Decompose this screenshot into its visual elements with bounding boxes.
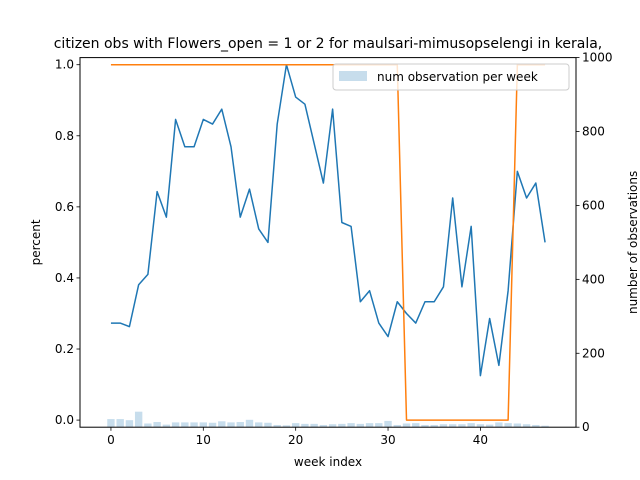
- bar-observations-week-37: [448, 424, 457, 428]
- bar-observations-week-26: [347, 423, 355, 428]
- y-right-tick-label: 800: [582, 125, 605, 139]
- bar-observations-week-41: [485, 424, 494, 428]
- bar-observations-week-20: [291, 423, 300, 428]
- bar-observations-week-32: [402, 423, 411, 428]
- line-series-2: [110, 63, 546, 421]
- bar-observations-week-15: [245, 419, 254, 428]
- y-left-tick-label: 1.0: [55, 58, 74, 72]
- bar-observations-week-5: [153, 422, 161, 428]
- bar-observations-week-4: [144, 423, 152, 428]
- bar-observations-week-2: [125, 420, 134, 428]
- bar-observations-week-10: [199, 422, 208, 428]
- x-tick-label: 20: [288, 433, 303, 447]
- bar-observations-week-36: [439, 424, 448, 428]
- bar-observations-week-33: [412, 423, 420, 428]
- x-axis-label: week index: [294, 455, 362, 469]
- y-left-tick-label: 0.6: [55, 200, 74, 214]
- y-left-tick-label: 0.8: [55, 129, 74, 143]
- y-left-tick-label: 0.4: [55, 271, 74, 285]
- line-series-layer: [110, 63, 546, 421]
- bar-observations-week-35: [430, 424, 438, 428]
- y-axis-right: 0 200 400 600 800 1000: [576, 51, 613, 434]
- y-axis-right-label: number of observations: [626, 171, 640, 314]
- plot-area-frame: [79, 57, 577, 428]
- bar-observations-week-43: [504, 423, 512, 428]
- bar-observations-week-34: [421, 424, 429, 428]
- x-axis: 0 10 20 30 40: [107, 427, 488, 447]
- y-right-tick-label: 1000: [582, 51, 613, 65]
- bar-observations-week-14: [236, 422, 244, 428]
- y-right-tick-label: 0: [582, 420, 590, 434]
- bar-observations-week-17: [264, 422, 272, 428]
- chart-title: citizen obs with Flowers_open = 1 or 2 f…: [54, 36, 603, 52]
- y-right-tick-label: 400: [582, 272, 605, 286]
- legend-frame: [332, 63, 570, 91]
- y-right-tick-label: 600: [582, 198, 605, 212]
- legend: num observation per week: [332, 63, 570, 91]
- bar-observations-week-13: [227, 422, 235, 428]
- bar-observations-week-46: [532, 424, 540, 428]
- bar-observations-week-7: [171, 422, 180, 428]
- y-right-tick-label: 200: [582, 346, 605, 360]
- bar-observations-week-44: [513, 423, 522, 428]
- bar-observations-week-38: [458, 424, 466, 428]
- bar-observations-week-47: [541, 425, 549, 428]
- bar-observations-week-40: [476, 424, 485, 428]
- bar-observations-week-1: [116, 419, 124, 428]
- y-axis-left: 0.0 0.2 0.4 0.6 0.8 1.0: [55, 58, 80, 427]
- bar-observations-week-28: [365, 423, 374, 428]
- y-axis-left-label: percent: [29, 219, 43, 265]
- bar-observations-week-16: [255, 422, 263, 428]
- bar-observations-week-39: [467, 423, 475, 428]
- bar-observations-week-18: [273, 424, 281, 428]
- x-tick-label: 30: [380, 433, 395, 447]
- y-left-tick-label: 0.0: [55, 413, 74, 427]
- legend-swatch: [339, 71, 367, 81]
- y-left-tick-label: 0.2: [55, 342, 74, 356]
- bar-observations-week-24: [328, 424, 337, 428]
- x-tick-label: 10: [196, 433, 211, 447]
- x-tick-label: 0: [107, 433, 115, 447]
- bar-observations-week-31: [393, 424, 401, 428]
- bar-observations-week-21: [301, 423, 309, 428]
- bar-observations-week-22: [310, 423, 318, 428]
- bar-observations-week-30: [384, 420, 392, 428]
- bar-observations-week-19: [282, 425, 291, 428]
- line-series-1: [110, 63, 546, 377]
- bar-observations-week-25: [338, 423, 346, 428]
- bar-observations-week-0: [107, 419, 115, 428]
- bar-series-observations: [107, 411, 549, 428]
- x-tick-label: 40: [473, 433, 488, 447]
- bar-observations-week-12: [218, 421, 226, 428]
- bar-observations-week-42: [495, 422, 503, 428]
- bar-observations-week-6: [162, 424, 171, 428]
- bar-observations-week-9: [190, 422, 198, 428]
- bar-observations-week-29: [375, 423, 383, 428]
- bar-observations-week-27: [356, 423, 365, 428]
- bar-observations-week-23: [319, 424, 328, 428]
- legend-label: num observation per week: [377, 70, 538, 84]
- bar-observations-week-45: [522, 424, 531, 428]
- bar-observations-week-11: [208, 422, 217, 428]
- bar-observations-week-8: [181, 422, 189, 428]
- bar-observations-week-3: [134, 411, 143, 428]
